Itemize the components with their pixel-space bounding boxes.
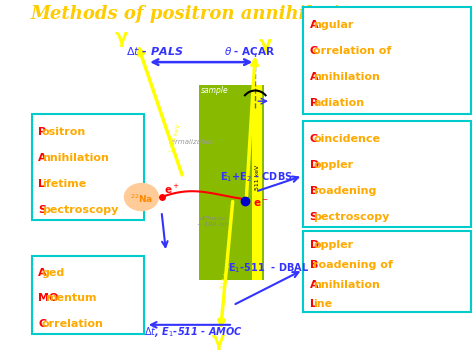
Text: MO: MO [38,294,59,304]
Text: mentum: mentum [45,294,97,304]
Text: E$_1$-511  - DBAL: E$_1$-511 - DBAL [228,261,309,275]
Text: 1274 keV: 1274 keV [169,124,181,153]
Text: γ: γ [259,35,272,54]
Text: ngular: ngular [313,20,354,30]
Text: ositron: ositron [42,127,86,137]
Text: termalization: termalization [169,139,215,145]
Text: L: L [38,179,46,189]
Text: nnihilation: nnihilation [313,279,380,290]
Text: Methods of positron annihilation: Methods of positron annihilation [30,5,365,23]
Text: e$^+$: e$^+$ [164,183,180,196]
Text: roadening of: roadening of [313,260,393,269]
Bar [303,121,471,227]
Text: orrelation of: orrelation of [313,46,392,56]
Text: P: P [38,127,46,137]
Text: S: S [38,205,46,215]
Bar [32,114,144,220]
Text: sample: sample [201,86,229,95]
Text: ine: ine [313,299,332,310]
Text: A: A [38,153,47,163]
Text: R: R [310,98,318,108]
Text: B: B [310,260,318,269]
Text: diffusion
~ 100 nm: diffusion ~ 100 nm [197,217,228,227]
Bar [200,85,264,280]
Text: 511 keV: 511 keV [255,165,260,190]
Text: oppler: oppler [313,240,353,250]
Text: A: A [310,72,319,82]
Text: pectroscopy: pectroscopy [42,205,118,215]
Text: $^{22}$Na: $^{22}$Na [130,193,153,205]
Bar [32,256,144,334]
Bar [303,7,471,114]
Text: A: A [310,279,319,290]
Text: L: L [310,299,317,310]
Bar [303,231,471,312]
Text: e$^-$: e$^-$ [253,198,269,209]
Text: orrelation: orrelation [42,319,103,329]
Text: γ: γ [212,331,225,350]
Bar [252,85,263,280]
Text: D: D [310,240,319,250]
Text: oincidence: oincidence [313,134,380,144]
Text: D: D [310,160,319,170]
Text: S: S [310,212,318,222]
Text: nnihilation: nnihilation [42,153,109,163]
Text: $\Delta t$, E$_1$-511 - AMOC: $\Delta t$, E$_1$-511 - AMOC [144,325,243,339]
Text: adiation: adiation [313,98,364,108]
Text: A: A [38,268,47,278]
Text: C: C [38,319,46,329]
Text: nnihilation: nnihilation [313,72,380,82]
Text: A: A [310,20,319,30]
Text: γ: γ [115,28,128,47]
Text: 511 keV: 511 keV [220,264,232,290]
Text: ifetime: ifetime [42,179,86,189]
Text: C: C [310,134,318,144]
Text: pectroscopy: pectroscopy [313,212,390,222]
Text: roadening: roadening [313,186,376,196]
Text: C: C [310,46,318,56]
Text: E$_1$+E$_2$ - CDBS: E$_1$+E$_2$ - CDBS [219,171,292,184]
Text: B: B [310,186,318,196]
Text: oppler: oppler [313,160,353,170]
Text: $\theta$ - ACAR: $\theta$ - ACAR [224,45,275,58]
Text: $\Delta t$ - PALS: $\Delta t$ - PALS [126,45,183,58]
Circle shape [125,184,158,211]
Text: ged: ged [42,268,65,278]
